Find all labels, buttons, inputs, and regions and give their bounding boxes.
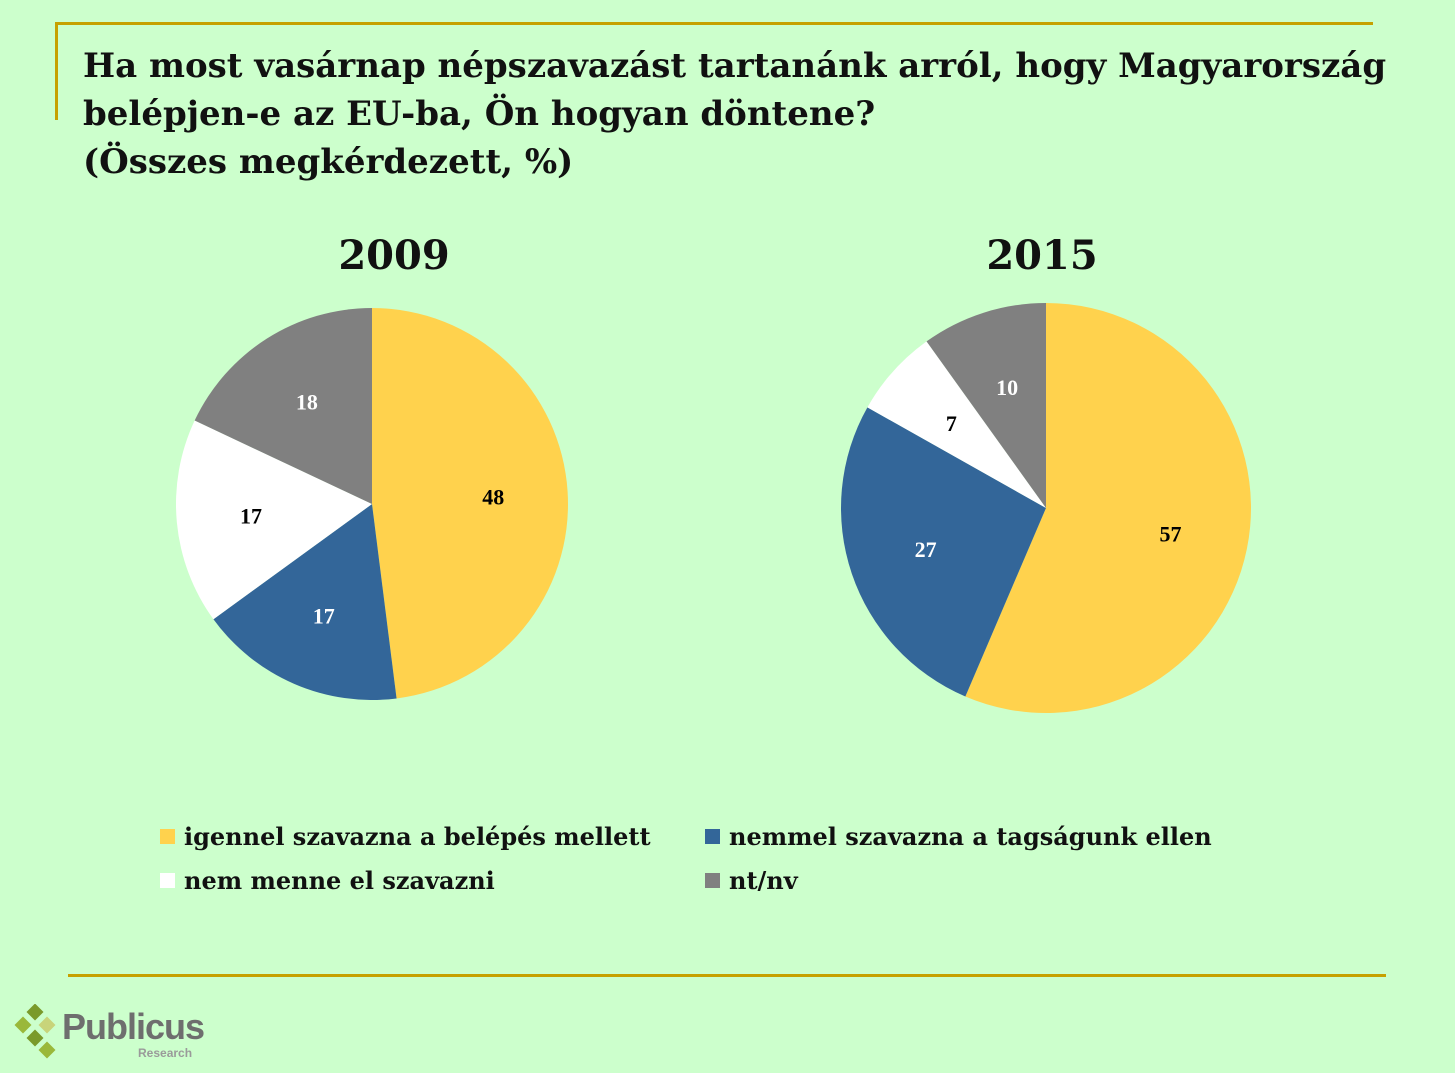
legend: igennel szavazna a belépés mellett nemme…: [160, 822, 1260, 912]
legend-item-no: nemmel szavazna a tagságunk ellen: [705, 822, 1212, 851]
legend-label-dk: nt/nv: [729, 866, 798, 895]
logo-subtitle: Research: [138, 1046, 193, 1060]
title-rule-left: [55, 22, 58, 120]
legend-swatch-yes: [160, 829, 175, 844]
legend-label-abstain: nem menne el szavazni: [184, 866, 495, 895]
bottom-rule: [68, 974, 1386, 977]
pie-2009-label-dk: 18: [296, 389, 318, 414]
chart-title-2015: 2015: [986, 232, 1098, 279]
pie-chart-2009: 48 17 17 18: [176, 308, 568, 700]
pie-2015-slice-yes: [965, 303, 1251, 713]
legend-item-dk: nt/nv: [705, 866, 798, 895]
pie-2015-label-yes: 57: [1160, 522, 1182, 547]
pie-2009-label-no: 17: [313, 604, 335, 629]
logo-mark-icon: [14, 1004, 56, 1059]
legend-label-no: nemmel szavazna a tagságunk ellen: [729, 822, 1212, 851]
legend-item-abstain: nem menne el szavazni: [160, 866, 495, 895]
slide-title: Ha most vasárnap népszavazást tartanánk …: [83, 42, 1387, 186]
pie-2009-slice-yes: [372, 308, 568, 699]
legend-swatch-dk: [705, 873, 720, 888]
title-line-3: (Összes megkérdezett, %): [83, 142, 574, 182]
legend-swatch-abstain: [160, 873, 175, 888]
logo-name: Publicus: [62, 1006, 205, 1047]
legend-item-yes: igennel szavazna a belépés mellett: [160, 822, 651, 851]
pie-2015-slice-dk: [926, 303, 1046, 508]
pie-chart-2015: 57 27 7 10: [841, 303, 1251, 713]
legend-label-yes: igennel szavazna a belépés mellett: [184, 822, 651, 851]
pie-2009-slice-abstain: [176, 420, 372, 620]
legend-swatch-no: [705, 829, 720, 844]
title-rule-top: [55, 22, 1373, 25]
pie-2009-slice-no: [213, 504, 397, 700]
pie-2015-slice-no: [841, 407, 1046, 697]
pie-2009-slice-dk: [194, 308, 372, 504]
pie-2015-slice-abstain: [867, 341, 1046, 508]
title-line-1: Ha most vasárnap népszavazást tartanánk …: [83, 46, 1387, 86]
chart-title-2009: 2009: [338, 232, 450, 279]
pie-2015-label-no: 27: [915, 537, 937, 562]
title-line-2: belépjen-e az EU-ba, Ön hogyan döntene?: [83, 94, 876, 134]
pie-2009-label-abstain: 17: [240, 503, 262, 528]
pie-2009-label-yes: 48: [482, 484, 504, 509]
pie-2015-label-abstain: 7: [946, 411, 957, 436]
publicus-logo: Publicus Research: [14, 1004, 214, 1064]
pie-2015-label-dk: 10: [996, 375, 1018, 400]
